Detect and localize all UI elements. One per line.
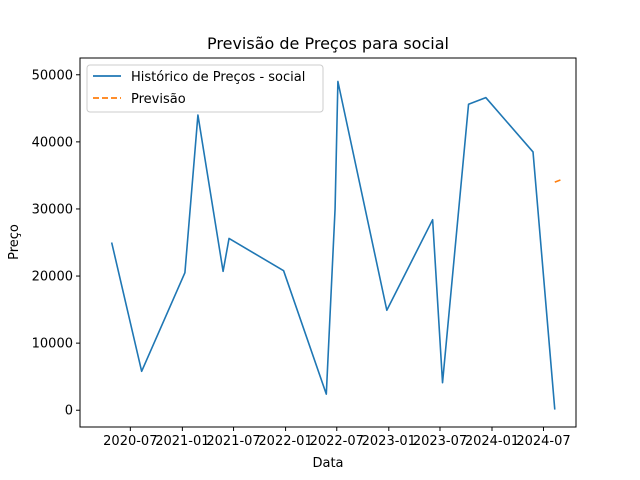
- chart-title: Previsão de Preços para social: [207, 34, 449, 53]
- y-tick-label: 0: [65, 404, 73, 419]
- y-tick-label: 10000: [32, 337, 73, 352]
- y-axis: 0 10000 20000 30000 40000 50000: [32, 68, 80, 419]
- y-tick-label: 30000: [32, 202, 73, 217]
- x-tick-label: 2022-01: [258, 434, 312, 449]
- x-axis: 2020-072021-012021-072022-012022-072023-…: [103, 427, 571, 449]
- x-tick-label: 2023-01: [362, 434, 416, 449]
- plot-lines: [110, 80, 563, 410]
- series-line-forecast: [554, 178, 563, 183]
- y-tick-label: 20000: [32, 270, 73, 285]
- x-axis-label: Data: [312, 456, 343, 471]
- y-axis-label: Preço: [7, 224, 22, 260]
- x-tick-label: 2023-07: [413, 434, 467, 449]
- x-tick-label: 2020-07: [103, 434, 157, 449]
- x-tick-label: 2024-01: [465, 434, 519, 449]
- legend: Histórico de Preços - social Previsão: [86, 64, 324, 113]
- x-tick-label: 2022-07: [310, 434, 364, 449]
- y-tick-label: 40000: [32, 135, 73, 150]
- plot-frame: [79, 57, 577, 428]
- legend-label-forecast: Previsão: [131, 92, 186, 107]
- legend-label-history: Histórico de Preços - social: [131, 70, 305, 85]
- x-tick-label: 2021-01: [155, 434, 209, 449]
- x-tick-label: 2021-07: [206, 434, 260, 449]
- x-tick-label: 2024-07: [516, 434, 570, 449]
- series-line-history: [110, 80, 556, 410]
- legend-box: [86, 64, 324, 113]
- y-tick-label: 50000: [32, 68, 73, 83]
